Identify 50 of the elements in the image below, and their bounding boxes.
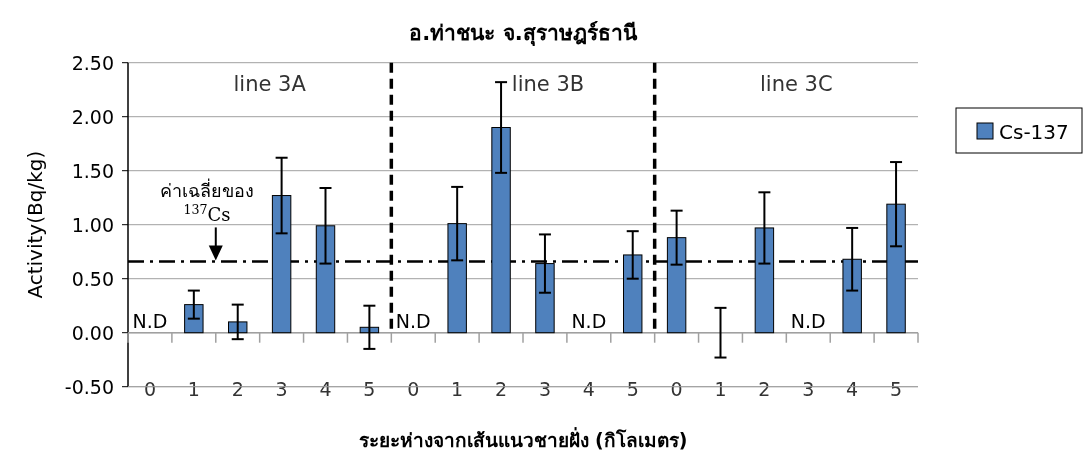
x-tick-label: 1 xyxy=(451,377,464,400)
x-tick-label: 0 xyxy=(407,377,420,400)
bar xyxy=(842,258,862,334)
x-axis-title: ระยะห่างจากเส้นแนวชายฝั่ง (กิโลเมตร) xyxy=(358,427,688,451)
legend-label: Cs-137 xyxy=(999,120,1069,144)
bar xyxy=(271,195,292,334)
x-tick-label: 5 xyxy=(626,377,639,400)
x-tick-label: 2 xyxy=(495,377,508,400)
x-tick-label: 4 xyxy=(319,377,332,400)
bar xyxy=(447,223,467,334)
data-label: N.D xyxy=(571,309,607,332)
annotation: line 3A xyxy=(233,72,307,97)
y-tick-label: 2.50 xyxy=(71,51,114,74)
x-tick-label: 0 xyxy=(143,377,156,400)
bar xyxy=(184,304,204,334)
y-tick-label: 0.00 xyxy=(71,321,114,344)
legend: Cs-137 xyxy=(955,107,1083,154)
bar xyxy=(623,254,643,334)
y-tick-label: 1.50 xyxy=(71,159,114,182)
chart-title: อ.ท่าชนะ จ.สุราษฎร์ธานี xyxy=(409,21,638,47)
y-axis-title: Activity(Bq/kg) xyxy=(23,150,47,299)
x-tick-label: 3 xyxy=(802,377,815,400)
data-label: N.D xyxy=(132,309,168,332)
x-tick-label: 1 xyxy=(714,377,727,400)
x-tick-label: 0 xyxy=(670,377,683,400)
x-tick-label: 5 xyxy=(363,377,376,400)
bar xyxy=(315,225,336,334)
y-tick-label: 1.00 xyxy=(71,213,114,236)
x-tick-label: 2 xyxy=(231,377,244,400)
data-label: N.D xyxy=(790,309,826,332)
x-tick-label: 4 xyxy=(582,377,595,400)
bar xyxy=(491,127,511,334)
x-tick-label: 2 xyxy=(758,377,771,400)
x-tick-label: 5 xyxy=(890,377,903,400)
ref-line-label: ค่าเฉลี่ยของ $^{137}$Cs xyxy=(160,178,254,226)
annotation: line 3B xyxy=(511,72,585,97)
bar xyxy=(754,227,775,334)
ref-line: ค่าเฉลี่ยของ $^{137}$Cs xyxy=(128,180,918,263)
bar xyxy=(535,263,555,334)
y-tick-label: 2.00 xyxy=(71,105,114,128)
data-label: N.D xyxy=(395,309,431,332)
x-tick-label: 1 xyxy=(187,377,200,400)
x-tick-label: 3 xyxy=(538,377,551,400)
x-tick-label: 4 xyxy=(846,377,859,400)
y-tick-label: -0.50 xyxy=(64,375,114,398)
bar xyxy=(666,237,687,334)
bar xyxy=(886,203,906,334)
annotation: line 3C xyxy=(760,72,833,97)
x-tick-label: 3 xyxy=(275,377,288,400)
y-tick-label: 0.50 xyxy=(71,267,114,290)
